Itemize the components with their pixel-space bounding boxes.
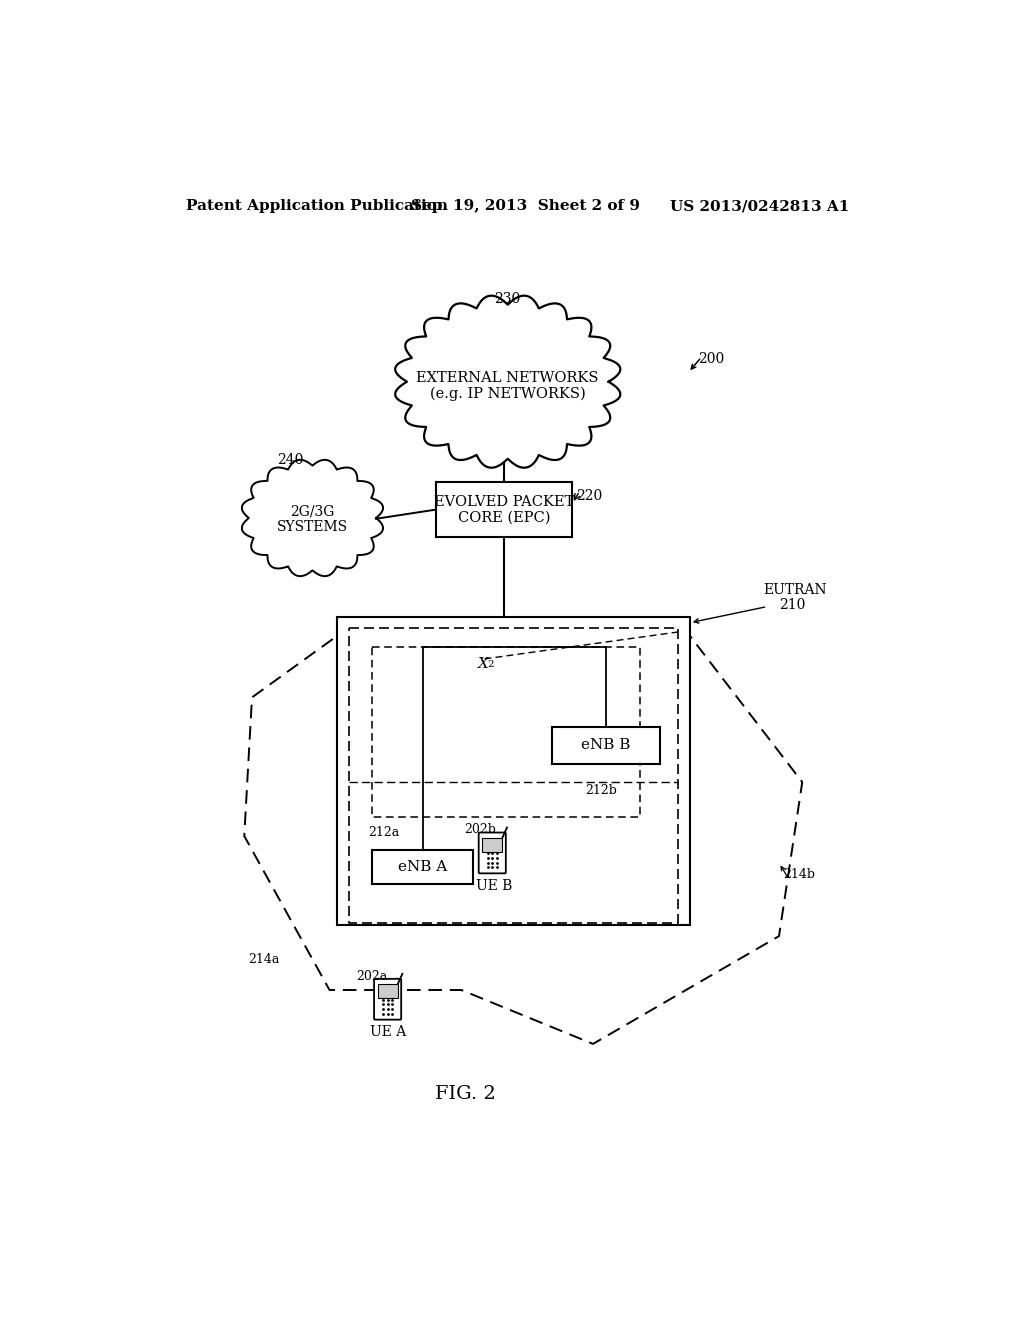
Text: 202b: 202b: [464, 824, 497, 837]
Text: 212a: 212a: [369, 825, 399, 838]
FancyBboxPatch shape: [374, 979, 401, 1019]
Text: 240: 240: [276, 453, 303, 467]
Text: FIG. 2: FIG. 2: [435, 1085, 496, 1104]
Text: 200: 200: [697, 351, 724, 366]
Text: US 2013/0242813 A1: US 2013/0242813 A1: [671, 199, 850, 213]
Text: (e.g. IP NETWORKS): (e.g. IP NETWORKS): [430, 387, 586, 401]
Bar: [552, 726, 660, 763]
Bar: [337, 616, 690, 924]
FancyBboxPatch shape: [478, 833, 506, 874]
Text: 230: 230: [494, 292, 520, 306]
Text: EUTRAN: EUTRAN: [764, 582, 827, 597]
Bar: [436, 482, 572, 537]
Text: 210: 210: [779, 598, 805, 612]
Text: 214a: 214a: [248, 953, 280, 966]
Text: EVOLVED PACKET: EVOLVED PACKET: [434, 495, 574, 508]
Text: UE B: UE B: [475, 879, 512, 894]
Text: eNB A: eNB A: [398, 859, 447, 874]
Text: eNB B: eNB B: [582, 738, 631, 752]
Text: 214b: 214b: [783, 869, 815, 880]
Bar: [378, 983, 397, 998]
Text: X: X: [478, 657, 489, 672]
Bar: [349, 628, 678, 923]
Text: UE A: UE A: [370, 1026, 406, 1039]
Text: EXTERNAL NETWORKS: EXTERNAL NETWORKS: [417, 371, 599, 385]
Bar: [372, 850, 473, 884]
Bar: [372, 647, 640, 817]
Text: Patent Application Publication: Patent Application Publication: [186, 199, 449, 213]
Text: CORE (EPC): CORE (EPC): [458, 511, 551, 525]
Text: SYSTEMS: SYSTEMS: [276, 520, 348, 535]
Text: 220: 220: [575, 488, 602, 503]
Bar: [482, 837, 503, 853]
Text: 2G/3G: 2G/3G: [290, 504, 335, 519]
Text: 212b: 212b: [585, 784, 616, 797]
Polygon shape: [395, 296, 621, 467]
Text: 202a: 202a: [356, 970, 388, 982]
Text: 2: 2: [486, 660, 494, 669]
Polygon shape: [242, 459, 383, 576]
Text: Sep. 19, 2013  Sheet 2 of 9: Sep. 19, 2013 Sheet 2 of 9: [411, 199, 640, 213]
